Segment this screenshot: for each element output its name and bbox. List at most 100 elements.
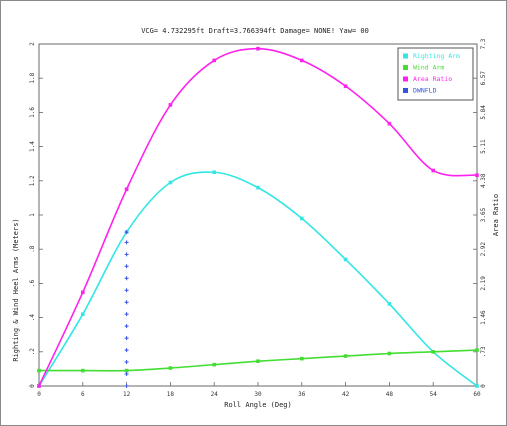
dwnfld-point [124, 372, 129, 377]
legend: Righting Arm Wind Arm Area Ratio DWNFLD [397, 47, 474, 101]
y-right-tick-label: 7.3 [480, 38, 487, 49]
x-tick-label: 54 [430, 391, 438, 398]
legend-label: Area Ratio [413, 75, 452, 83]
series-point-area-ratio [431, 168, 435, 173]
series-point-wind-arm [431, 350, 435, 354]
y-left-tick-label: .8 [29, 245, 36, 253]
y-right-tick-label: 2.19 [480, 276, 487, 291]
series-point-righting-arm [475, 384, 479, 388]
dwnfld-point [124, 230, 129, 235]
x-tick-label: 6 [81, 391, 85, 398]
series-point-area-ratio [256, 46, 260, 51]
dwnfld-point [124, 324, 129, 329]
x-tick-label: 48 [386, 391, 394, 398]
y-right-tick-label: 2.92 [480, 242, 487, 257]
dwnfld-point [124, 384, 129, 388]
y-left-tick-label: 1.2 [29, 175, 36, 186]
chart-title: VCG= 4.732295ft Draft=3.766394ft Damage=… [141, 27, 369, 35]
series-point-wind-arm [124, 368, 129, 373]
y-left-tick-label: .2 [29, 348, 36, 356]
y-left-tick-label: .4 [29, 314, 36, 322]
dwnfld-point [124, 264, 129, 269]
dwnfld-point [124, 240, 129, 245]
series-wind-arm [37, 348, 479, 373]
y-left-axis-ticks: 0 .2 .4 .6 .8 1 1.2 1.4 1.6 1.8 2 [29, 42, 43, 388]
x-tick-label: 42 [342, 391, 350, 398]
dwnfld-point [124, 252, 129, 257]
series-point-area-ratio [81, 290, 85, 295]
legend-label: Wind Arm [413, 64, 444, 72]
series-point-righting-arm [212, 170, 216, 175]
y-left-tick-label: 2 [29, 42, 36, 46]
y-left-tick-label: .6 [29, 279, 36, 287]
series-layer [37, 46, 479, 388]
y-left-axis-label: Righting & Wind Heel Arms (Meters) [12, 218, 20, 361]
series-point-area-ratio [212, 58, 216, 63]
series-point-area-ratio [343, 84, 348, 88]
dwnfld-point [124, 300, 129, 305]
x-axis-ticks: 0 6 12 18 24 30 36 42 48 54 60 [37, 382, 481, 398]
legend-swatch [403, 88, 408, 93]
x-tick-label: 18 [167, 391, 175, 398]
dwnfld-point [124, 336, 129, 341]
series-line-righting-arm [38, 171, 478, 387]
series-point-wind-arm [300, 356, 304, 361]
series-point-wind-arm [343, 354, 348, 358]
x-tick-label: 60 [473, 391, 481, 398]
series-point-wind-arm [387, 351, 392, 356]
y-left-tick-label: 0 [29, 384, 36, 388]
x-tick-label: 24 [211, 391, 219, 398]
legend-swatch [403, 76, 408, 82]
series-point-area-ratio [475, 173, 479, 177]
x-tick-label: 30 [254, 391, 262, 398]
series-point-area-ratio [300, 58, 304, 63]
y-right-tick-label: .73 [480, 346, 487, 357]
y-right-tick-label: 5.11 [480, 139, 487, 154]
series-point-righting-arm [81, 312, 85, 316]
series-point-area-ratio [387, 121, 392, 126]
legend-box [397, 47, 474, 101]
y-left-tick-label: 1.6 [29, 107, 36, 118]
y-right-tick-label: 4.38 [480, 173, 487, 188]
x-tick-label: 36 [298, 391, 306, 398]
series-point-wind-arm [81, 368, 85, 373]
legend-label: DWNFLD [413, 87, 437, 95]
series-point-wind-arm [212, 362, 216, 367]
y-right-tick-label: 6.57 [480, 71, 487, 86]
dwnfld-point [124, 276, 129, 281]
legend-label: Righting Arm [413, 52, 460, 60]
series-area-ratio [37, 46, 479, 388]
y-right-tick-label: 3.65 [480, 207, 487, 222]
y-right-tick-label: 0 [480, 384, 487, 388]
series-point-wind-arm [168, 366, 173, 370]
series-point-righting-arm [168, 180, 173, 185]
series-point-righting-arm [387, 302, 392, 306]
y-right-axis-label: Area Ratio [492, 194, 500, 236]
series-point-wind-arm [37, 368, 41, 373]
y-right-tick-label: 5.84 [480, 105, 487, 120]
y-left-tick-label: 1.8 [29, 72, 36, 83]
series-point-wind-arm [256, 359, 260, 364]
series-point-wind-arm [475, 348, 479, 352]
x-tick-label: 12 [123, 391, 131, 398]
series-point-righting-arm [343, 257, 348, 262]
series-point-righting-arm [300, 216, 304, 221]
series-point-righting-arm [256, 185, 260, 190]
dwnfld-point [124, 288, 129, 293]
x-axis-label: Roll Angle (Deg) [224, 401, 291, 409]
legend-swatch [403, 53, 408, 59]
dwnfld-point [124, 312, 129, 317]
y-left-tick-label: 1.4 [29, 141, 36, 152]
series-dwnfld [124, 230, 129, 388]
dwnfld-point [124, 348, 129, 353]
series-point-area-ratio [124, 187, 129, 192]
series-line-area-ratio [38, 47, 478, 387]
y-left-tick-label: 1 [29, 213, 36, 217]
series-point-area-ratio [168, 103, 173, 107]
x-tick-label: 0 [37, 391, 41, 398]
y-right-axis-ticks: 0 .73 1.46 2.19 2.92 3.65 4.38 5.11 5.84 6.57 7.3 [473, 38, 487, 388]
plot-area [38, 43, 478, 387]
y-right-tick-label: 1.46 [480, 310, 487, 325]
legend-swatch [403, 65, 408, 70]
